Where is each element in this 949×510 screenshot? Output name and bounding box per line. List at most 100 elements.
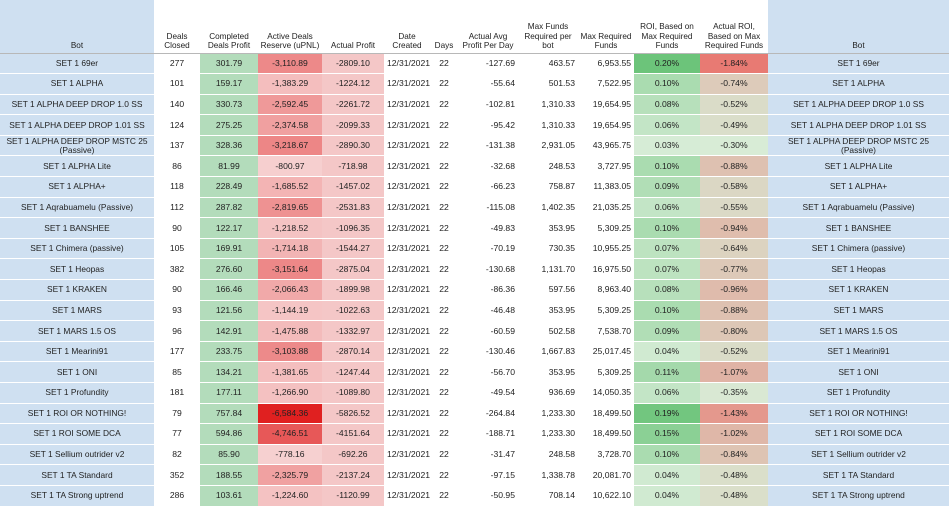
completed-profit[interactable]: 103.61 xyxy=(200,485,258,507)
actual-roi[interactable]: -0.74% xyxy=(700,73,768,95)
days[interactable]: 22 xyxy=(430,94,458,116)
table-row[interactable]: SET 1 Profundity 181 177.11 -1,266.90 -1089.… xyxy=(0,382,949,404)
completed-profit[interactable]: 188.55 xyxy=(200,464,258,486)
avg-profit[interactable]: -32.68 xyxy=(458,155,518,178)
actual-roi[interactable]: -0.52% xyxy=(700,94,768,116)
completed-profit[interactable]: 757.84 xyxy=(200,403,258,425)
roi-max[interactable]: 0.20% xyxy=(634,53,700,75)
avg-profit[interactable]: -56.70 xyxy=(458,361,518,383)
date-created[interactable]: 12/31/2021 xyxy=(384,238,430,260)
actual-roi[interactable]: -0.55% xyxy=(700,197,768,219)
avg-profit[interactable]: -60.59 xyxy=(458,320,518,342)
max-funds-bot[interactable]: 597.56 xyxy=(518,279,578,301)
days[interactable]: 22 xyxy=(430,279,458,301)
roi-max[interactable]: 0.06% xyxy=(634,382,700,404)
deals-closed[interactable]: 105 xyxy=(154,238,200,260)
completed-profit[interactable]: 121.56 xyxy=(200,300,258,322)
bot-name[interactable]: SET 1 ALPHA DEEP DROP MSTC 25 (Passive) xyxy=(0,135,154,157)
bot-name[interactable]: SET 1 ROI OR NOTHING! xyxy=(0,403,154,425)
date-created[interactable]: 12/31/2021 xyxy=(384,320,430,342)
max-required[interactable]: 7,538.70 xyxy=(578,320,634,342)
deals-closed[interactable]: 90 xyxy=(154,217,200,239)
deals-closed[interactable]: 352 xyxy=(154,464,200,486)
avg-profit[interactable]: -188.71 xyxy=(458,423,518,445)
actual-profit[interactable]: -1247.44 xyxy=(322,361,384,383)
actual-profit[interactable]: -2531.83 xyxy=(322,197,384,219)
active-reserve[interactable]: -3,218.67 xyxy=(258,135,322,157)
actual-profit[interactable]: -1022.63 xyxy=(322,300,384,322)
days[interactable]: 22 xyxy=(430,53,458,75)
actual-profit[interactable]: -2137.24 xyxy=(322,464,384,486)
active-reserve[interactable]: -2,066.43 xyxy=(258,279,322,301)
completed-profit[interactable]: 301.79 xyxy=(200,53,258,75)
days[interactable]: 22 xyxy=(430,361,458,383)
date-created[interactable]: 12/31/2021 xyxy=(384,114,430,136)
table-row[interactable]: SET 1 69er 277 301.79 -3,110.89 -2809.10 12/3… xyxy=(0,53,949,75)
avg-profit[interactable]: -49.83 xyxy=(458,217,518,239)
bot-name-right[interactable]: SET 1 ALPHA Lite xyxy=(768,155,949,178)
bot-name[interactable]: SET 1 Heopas xyxy=(0,258,154,281)
actual-roi[interactable]: -0.35% xyxy=(700,382,768,404)
header-completed-profit[interactable]: Completed Deals Profit xyxy=(200,0,258,54)
actual-profit[interactable]: -1544.27 xyxy=(322,238,384,260)
table-row[interactable]: SET 1 Sellium outrider v2 82 85.90 -778.16-… xyxy=(0,444,949,466)
date-created[interactable]: 12/31/2021 xyxy=(384,135,430,157)
bot-name[interactable]: SET 1 TA Strong uptrend xyxy=(0,485,154,507)
deals-closed[interactable]: 79 xyxy=(154,403,200,425)
bot-name[interactable]: SET 1 BANSHEE xyxy=(0,217,154,239)
active-reserve[interactable]: -1,218.52 xyxy=(258,217,322,239)
table-row[interactable]: SET 1 TA Standard 352 188.55 -2,325.79 -2137… xyxy=(0,464,949,486)
roi-max[interactable]: 0.15% xyxy=(634,423,700,445)
bot-name-right[interactable]: SET 1 ROI SOME DCA xyxy=(768,423,949,445)
max-required[interactable]: 19,654.95 xyxy=(578,114,634,136)
bot-name[interactable]: SET 1 Profundity xyxy=(0,382,154,404)
completed-profit[interactable]: 594.86 xyxy=(200,423,258,445)
table-row[interactable]: SET 1 KRAKEN 90 166.46 -2,066.43 -1899.98 12/… xyxy=(0,279,949,301)
actual-roi[interactable]: -0.49% xyxy=(700,114,768,136)
date-created[interactable]: 12/31/2021 xyxy=(384,341,430,363)
max-funds-bot[interactable]: 1,233.30 xyxy=(518,423,578,445)
date-created[interactable]: 12/31/2021 xyxy=(384,279,430,301)
bot-name-right[interactable]: SET 1 Mearini91 xyxy=(768,341,949,363)
max-required[interactable]: 5,309.25 xyxy=(578,300,634,322)
deals-closed[interactable]: 90 xyxy=(154,279,200,301)
active-reserve[interactable]: -1,383.29 xyxy=(258,73,322,95)
active-reserve[interactable]: -2,325.79 xyxy=(258,464,322,486)
roi-max[interactable]: 0.10% xyxy=(634,217,700,239)
max-required[interactable]: 16,975.50 xyxy=(578,258,634,281)
active-reserve[interactable]: -2,819.65 xyxy=(258,197,322,219)
max-required[interactable]: 43,965.75 xyxy=(578,135,634,157)
completed-profit[interactable]: 233.75 xyxy=(200,341,258,363)
table-row[interactable]: SET 1 ALPHA 101 159.17 -1,383.29 -1224.12 12/… xyxy=(0,73,949,95)
max-funds-bot[interactable]: 501.53 xyxy=(518,73,578,95)
deals-closed[interactable]: 140 xyxy=(154,94,200,116)
bot-name[interactable]: SET 1 69er xyxy=(0,53,154,75)
roi-max[interactable]: 0.19% xyxy=(634,403,700,425)
actual-roi[interactable]: -0.84% xyxy=(700,444,768,466)
bot-name-right[interactable]: SET 1 TA Strong uptrend xyxy=(768,485,949,507)
table-row[interactable]: SET 1 BANSHEE 90 122.17 -1,218.52 -1096.35 12… xyxy=(0,217,949,239)
date-created[interactable]: 12/31/2021 xyxy=(384,382,430,404)
completed-profit[interactable]: 134.21 xyxy=(200,361,258,383)
active-reserve[interactable]: -6,584.36 xyxy=(258,403,322,425)
header-date-created[interactable]: Date Created xyxy=(384,0,430,54)
completed-profit[interactable]: 142.91 xyxy=(200,320,258,342)
actual-roi[interactable]: -0.52% xyxy=(700,341,768,363)
avg-profit[interactable]: -97.15 xyxy=(458,464,518,486)
completed-profit[interactable]: 159.17 xyxy=(200,73,258,95)
max-required[interactable]: 18,499.50 xyxy=(578,403,634,425)
actual-roi[interactable]: -0.64% xyxy=(700,238,768,260)
active-reserve[interactable]: -1,714.18 xyxy=(258,238,322,260)
date-created[interactable]: 12/31/2021 xyxy=(384,361,430,383)
avg-profit[interactable]: -66.23 xyxy=(458,176,518,198)
header-avg-profit[interactable]: Actual Avg Profit Per Day xyxy=(458,0,518,54)
max-required[interactable]: 10,955.25 xyxy=(578,238,634,260)
avg-profit[interactable]: -86.36 xyxy=(458,279,518,301)
days[interactable]: 22 xyxy=(430,217,458,239)
header-max-required[interactable]: Max Required Funds xyxy=(578,0,634,54)
deals-closed[interactable]: 82 xyxy=(154,444,200,466)
max-required[interactable]: 7,522.95 xyxy=(578,73,634,95)
actual-roi[interactable]: -0.88% xyxy=(700,300,768,322)
max-funds-bot[interactable]: 1,667.83 xyxy=(518,341,578,363)
bot-name-right[interactable]: SET 1 Aqrabuamelu (Passive) xyxy=(768,197,949,219)
